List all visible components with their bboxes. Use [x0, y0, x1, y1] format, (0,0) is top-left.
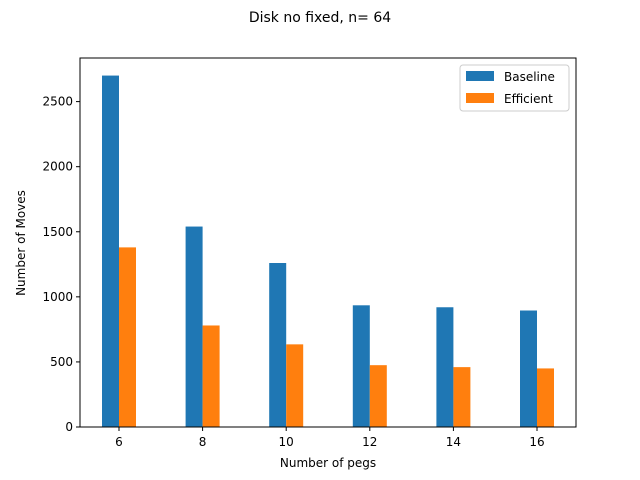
legend-swatch-baseline: [466, 71, 494, 81]
bar-efficient-14: [453, 367, 471, 427]
bar-efficient-6: [119, 247, 136, 427]
bar-baseline-16: [520, 310, 537, 427]
legend-label-efficient: Efficient: [504, 92, 553, 106]
x-tick-label: 16: [529, 435, 544, 449]
y-tick-label: 2500: [42, 95, 73, 109]
x-tick-label: 12: [362, 435, 377, 449]
y-axis-ticks: 0 500 1000 1500 2000 2500: [42, 95, 80, 434]
y-tick-label: 0: [65, 420, 73, 434]
bar-efficient-16: [537, 368, 554, 427]
bar-baseline-10: [269, 263, 287, 427]
x-tick-label: 14: [446, 435, 461, 449]
legend-label-baseline: Baseline: [504, 70, 555, 84]
y-tick-label: 500: [50, 355, 73, 369]
x-tick-label: 8: [199, 435, 207, 449]
bar-baseline-8: [185, 226, 203, 427]
plot-area-frame: [79, 57, 577, 428]
bar-efficient-12: [369, 365, 387, 427]
x-tick-label: 6: [115, 435, 123, 449]
bar-efficient-8: [202, 325, 220, 427]
bar-efficient-10: [286, 344, 304, 427]
bars-group: [102, 75, 554, 428]
x-axis-ticks: 6 8 10 12 14 16: [115, 427, 545, 449]
legend: Baseline Efficient: [459, 64, 570, 112]
y-tick-label: 1000: [42, 290, 73, 304]
y-tick-label: 2000: [42, 160, 73, 174]
legend-swatch-efficient: [466, 93, 494, 103]
x-tick-label: 10: [279, 435, 294, 449]
y-axis-label: Number of Moves: [14, 190, 28, 296]
y-tick-label: 1500: [42, 225, 73, 239]
bar-baseline-14: [436, 307, 454, 427]
bar-baseline-6: [102, 75, 119, 428]
bar-baseline-12: [352, 305, 370, 427]
x-axis-label: Number of pegs: [280, 456, 376, 470]
chart-title: Disk no fixed, n= 64: [249, 10, 391, 26]
